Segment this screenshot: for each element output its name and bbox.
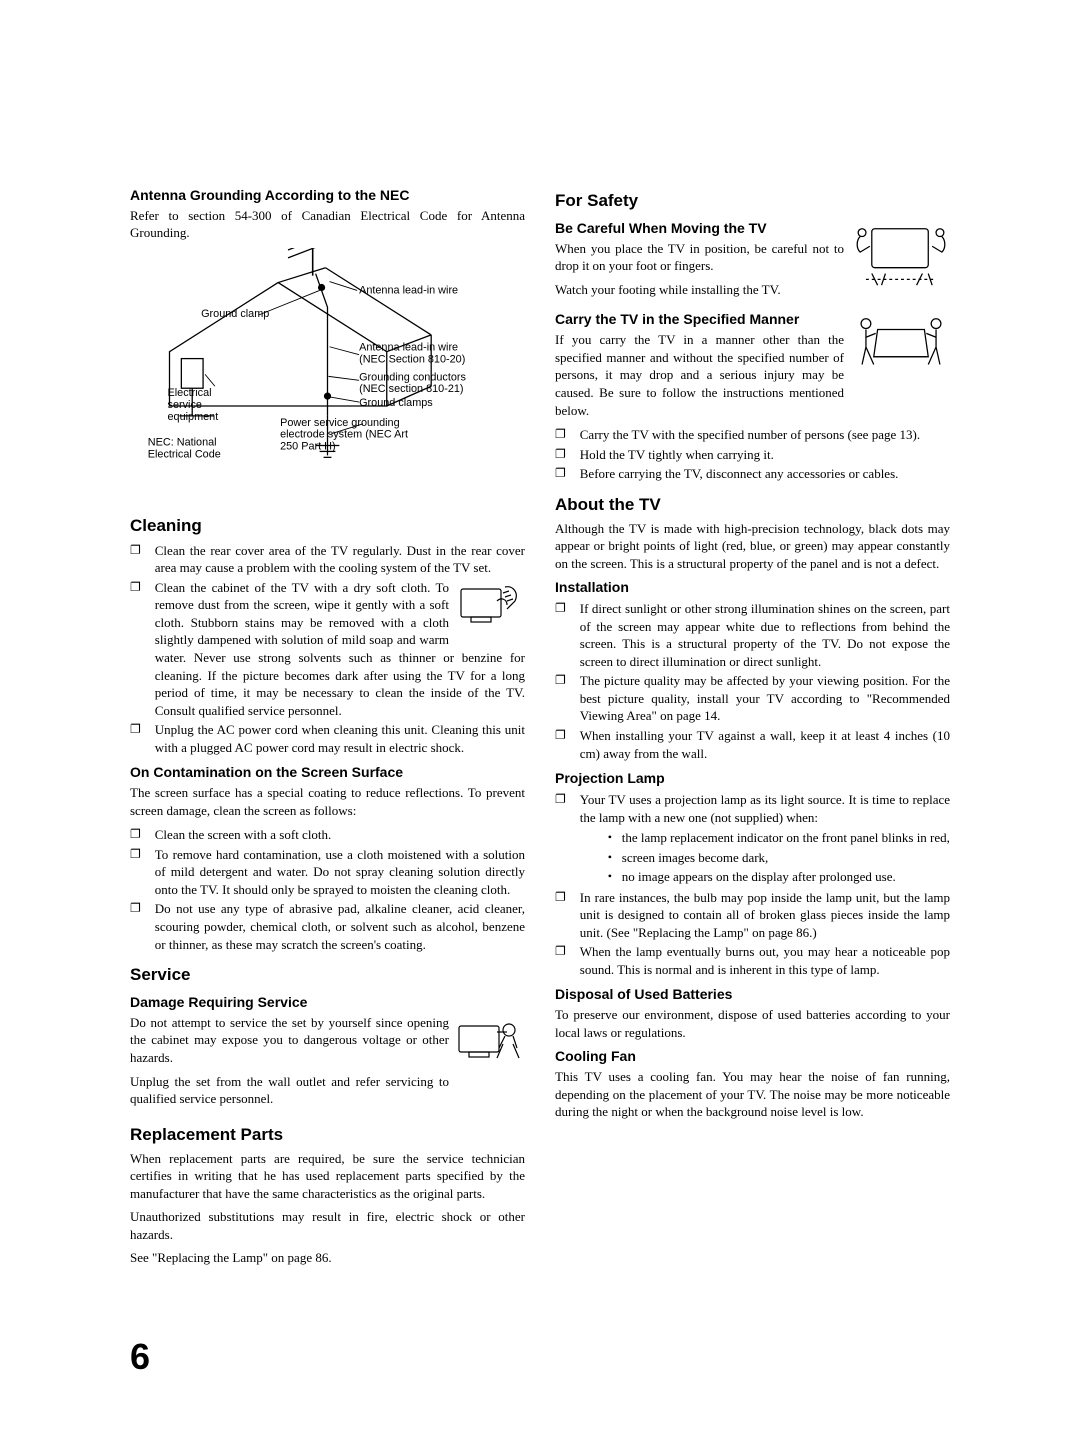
lamp-list: Your TV uses a projection lamp as its li…: [555, 790, 950, 979]
two-column-layout: Antenna Grounding According to the NEC R…: [130, 180, 950, 1273]
svg-text:Ground clamp: Ground clamp: [201, 308, 269, 320]
antenna-diagram: Antenna lead-in wire Ground clamp Electr…: [130, 248, 525, 505]
svg-text:Antenna lead-in wire(NEC Secti: Antenna lead-in wire(NEC Section 810-20): [359, 342, 465, 366]
right-column: For Safety Be Careful When Moving the TV…: [555, 180, 950, 1273]
damage-heading: Damage Requiring Service: [130, 993, 525, 1012]
carry-list: Carry the TV with the specified number o…: [555, 425, 950, 484]
contamination-para: The screen surface has a special coating…: [130, 784, 525, 819]
service-block: Do not attempt to service the set by you…: [130, 1014, 525, 1108]
left-column: Antenna Grounding According to the NEC R…: [130, 180, 525, 1273]
cleaning-item-text: Clean the cabinet of the TV with a dry s…: [155, 579, 525, 719]
svg-text:Electricalserviceequipment: Electricalserviceequipment: [168, 387, 219, 423]
replacement-heading: Replacement Parts: [130, 1124, 525, 1147]
installation-heading: Installation: [555, 578, 950, 597]
batteries-heading: Disposal of Used Batteries: [555, 985, 950, 1004]
moving-block: Be Careful When Moving the TV When you p…: [555, 219, 950, 299]
svg-text:Power service groundingelectro: Power service groundingelectrode system …: [280, 417, 408, 453]
svg-text:Grounding conductors(NEC secti: Grounding conductors(NEC section 810-21): [359, 371, 466, 395]
fan-heading: Cooling Fan: [555, 1047, 950, 1066]
safety-heading: For Safety: [555, 190, 950, 213]
carry-block: Carry the TV in the Specified Manner If …: [555, 310, 950, 419]
svg-text:Ground clamps: Ground clamps: [359, 397, 433, 409]
cleaning-item-3: Unplug the AC power cord when cleaning t…: [130, 720, 525, 757]
service-p2: Unplug the set from the wall outlet and …: [130, 1073, 525, 1108]
lamp-item-1: Your TV uses a projection lamp as its li…: [580, 791, 950, 887]
cleaning-item-1: Clean the rear cover area of the TV regu…: [130, 541, 525, 578]
replacement-p1: When replacement parts are required, be …: [130, 1150, 525, 1203]
cleaning-item-2: Clean the cabinet of the TV with a dry s…: [130, 578, 525, 720]
antenna-para: Refer to section 54-300 of Canadian Elec…: [130, 207, 525, 242]
antenna-heading: Antenna Grounding According to the NEC: [130, 186, 525, 205]
cleaning-heading: Cleaning: [130, 515, 525, 538]
carry-tv-icon: [852, 310, 950, 384]
page-number: 6: [130, 1333, 950, 1382]
contamination-list: Clean the screen with a soft cloth. To r…: [130, 825, 525, 954]
moving-tv-icon: [852, 219, 950, 293]
about-para: Although the TV is made with high-precis…: [555, 520, 950, 573]
cleaning-list: Clean the rear cover area of the TV regu…: [130, 541, 525, 758]
about-heading: About the TV: [555, 494, 950, 517]
installation-list: If direct sunlight or other strong illum…: [555, 599, 950, 763]
contamination-heading: On Contamination on the Screen Surface: [130, 763, 525, 782]
wipe-tv-icon: [455, 579, 525, 634]
svg-text:NEC: NationalElectrical Code: NEC: NationalElectrical Code: [148, 436, 221, 460]
replacement-p2: Unauthorized substitutions may result in…: [130, 1208, 525, 1243]
replacement-p3: See "Replacing the Lamp" on page 86.: [130, 1249, 525, 1267]
batteries-para: To preserve our environment, dispose of …: [555, 1006, 950, 1041]
service-heading: Service: [130, 964, 525, 987]
lamp-heading: Projection Lamp: [555, 769, 950, 788]
svg-text:Antenna lead-in wire: Antenna lead-in wire: [359, 284, 458, 296]
lamp-bullets: the lamp replacement indicator on the fr…: [608, 828, 950, 887]
service-tv-icon: [455, 1014, 525, 1069]
fan-para: This TV uses a cooling fan. You may hear…: [555, 1068, 950, 1121]
